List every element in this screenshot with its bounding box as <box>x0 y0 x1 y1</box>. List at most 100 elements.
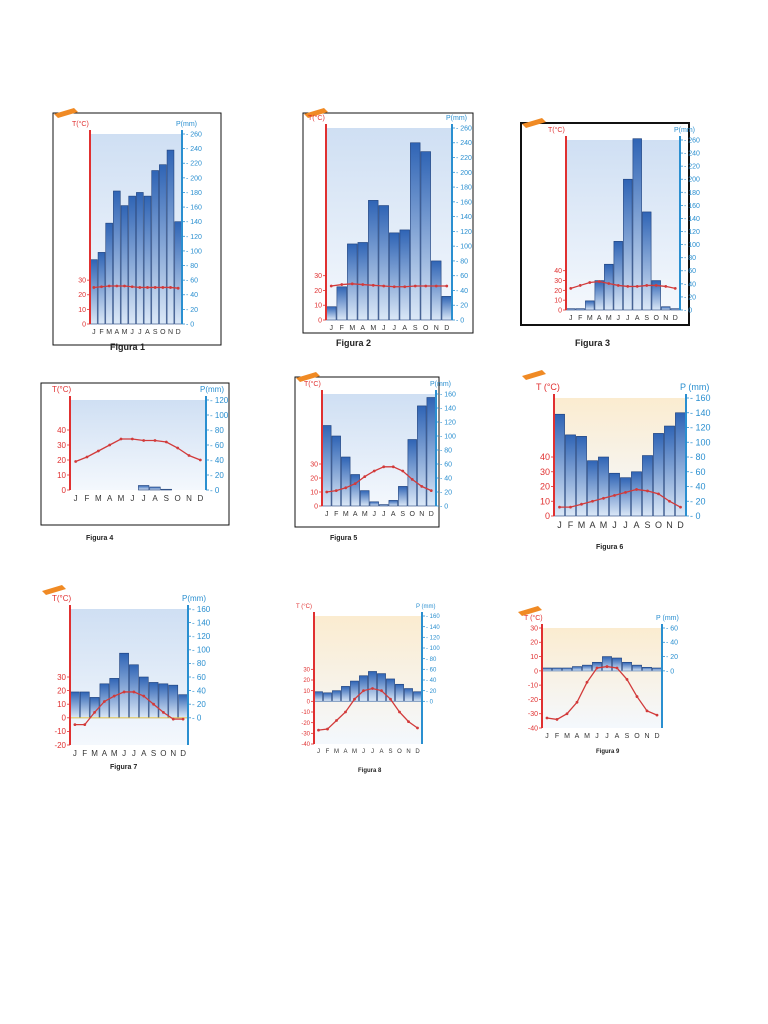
temperature-axis-title: T (°C) <box>536 382 560 392</box>
temperature-point-10 <box>635 695 639 698</box>
precip-bar-12 <box>174 221 182 325</box>
temperature-point-4 <box>103 700 106 703</box>
precipitation-axis-title: P(mm) <box>200 385 224 394</box>
month-label: O <box>410 511 416 518</box>
precipitation-tick-label: - 0 <box>192 714 202 723</box>
corner-ribbon <box>54 108 78 118</box>
precipitation-tick-label: - 240 <box>186 146 202 153</box>
precipitation-tick-label: - 140 <box>186 219 202 226</box>
climate-chart-8: -40 -30 -20 -10 0 10 20 30 - 0 - 20 - 40 - 60 - 80 - … <box>292 594 440 770</box>
temperature-point-11 <box>645 709 649 713</box>
temperature-point-8 <box>142 694 146 698</box>
precipitation-tick-label: - 60 <box>456 273 468 280</box>
temperature-point-12 <box>429 489 433 492</box>
temperature-line <box>74 691 184 726</box>
temperature-point-5 <box>112 694 116 698</box>
month-label: S <box>625 733 630 740</box>
precip-bar-11 <box>431 260 442 321</box>
corner-ribbon <box>522 370 546 380</box>
precip-bar-3 <box>341 456 351 507</box>
temperature-point-9 <box>401 469 405 473</box>
temperature-tick-label: 20 <box>530 640 538 647</box>
temperature-point-2 <box>340 283 344 286</box>
plot-area <box>90 134 182 324</box>
month-label: S <box>388 749 392 755</box>
temperature-point-11 <box>169 286 172 289</box>
precipitation-tick-label: - 240 <box>456 140 472 147</box>
temperature-tick-label: -20 <box>528 697 538 704</box>
month-label: J <box>393 325 397 332</box>
precip-bar-10 <box>632 664 642 672</box>
temperature-tick-label: 30 <box>540 467 550 477</box>
precipitation-tick-label: - 20 <box>456 303 468 310</box>
precipitation-tick-label: - 60 <box>186 278 198 285</box>
month-label: A <box>379 749 383 755</box>
precipitation-axis-title: P (mm) <box>416 604 436 610</box>
precip-bar-3 <box>347 243 358 321</box>
chart-5-svg: 0 10 20 30 - 0 - 20 - 40 - 60 - 80 - 100 - 120 - 14… <box>294 372 456 528</box>
caption-figura-5: Figura 5 <box>330 535 358 542</box>
temperature-point-6 <box>362 689 365 693</box>
precipitation-tick-label: - 160 <box>192 605 211 614</box>
caption-figura-8: Figura 8 <box>358 768 382 774</box>
temperature-point-10 <box>176 446 180 450</box>
temperature-point-9 <box>153 286 157 289</box>
plot-area <box>542 628 662 728</box>
month-label: N <box>644 733 649 740</box>
precipitation-tick-label: - 100 <box>186 248 202 255</box>
temperature-point-7 <box>371 687 374 690</box>
temperature-point-3 <box>588 281 592 284</box>
temperature-point-2 <box>555 718 559 721</box>
month-label: M <box>587 315 593 322</box>
precip-bar-6 <box>378 205 389 321</box>
temperature-point-12 <box>655 713 659 717</box>
temperature-point-7 <box>605 665 609 668</box>
plot-area <box>326 128 452 320</box>
temperature-tick-label: 40 <box>540 452 550 462</box>
month-label: O <box>397 749 402 755</box>
precipitation-tick-label: - 60 <box>426 667 437 673</box>
month-label: F <box>578 315 582 322</box>
climate-chart-4: 0 10 20 30 40 - 0 - 20 - 40 - 60 - 80 - 100 - 120 T(… <box>40 378 230 528</box>
temperature-point-3 <box>335 719 338 722</box>
temperature-point-8 <box>380 689 383 693</box>
precip-bar-12 <box>675 412 686 517</box>
precipitation-tick-label: - 60 <box>684 268 696 275</box>
temperature-point-4 <box>361 283 365 286</box>
temperature-point-12 <box>445 284 449 288</box>
month-label: F <box>85 494 90 503</box>
temperature-tick-label: 40 <box>554 268 562 275</box>
month-label: O <box>160 329 166 336</box>
month-label: N <box>434 325 439 332</box>
precipitation-tick-label: - 80 <box>684 255 696 262</box>
month-label: M <box>118 494 125 503</box>
precipitation-tick-label: - 60 <box>440 461 452 468</box>
precip-bar-3 <box>89 697 100 719</box>
month-label: A <box>597 315 602 322</box>
precip-bar-3 <box>562 667 572 672</box>
precipitation-tick-label: - 260 <box>456 125 472 132</box>
precipitation-axis-title: P(mm) <box>446 115 467 122</box>
precipitation-axis-title: P(mm) <box>182 594 206 603</box>
precipitation-tick-label: - 40 <box>684 281 696 288</box>
precipitation-tick-label: - 40 <box>426 678 437 684</box>
precipitation-tick-label: - 160 <box>426 614 440 620</box>
precipitation-tick-label: - 220 <box>456 155 472 162</box>
temperature-point-8 <box>403 285 407 289</box>
precipitation-tick-label: - 180 <box>456 185 472 192</box>
precipitation-tick-label: - 200 <box>456 170 472 177</box>
precipitation-tick-label: - 40 <box>440 475 452 482</box>
precip-bar-7 <box>620 477 631 517</box>
precip-bar-2 <box>565 434 576 517</box>
temperature-tick-label: 20 <box>310 475 318 482</box>
temperature-point-3 <box>96 449 100 453</box>
chart-2-svg: 0 10 20 30 - 0 - 20 - 40 - 60 - 80 - 100 - 120 - 14… <box>302 108 474 334</box>
precip-bar-1 <box>90 259 98 325</box>
temperature-point-7 <box>132 690 136 694</box>
precip-bar-9 <box>398 486 408 507</box>
month-label: J <box>382 511 386 518</box>
month-label: D <box>429 511 434 518</box>
precipitation-tick-label: - 60 <box>192 673 206 682</box>
chart-frame <box>40 382 230 526</box>
chart-frame <box>520 122 690 326</box>
